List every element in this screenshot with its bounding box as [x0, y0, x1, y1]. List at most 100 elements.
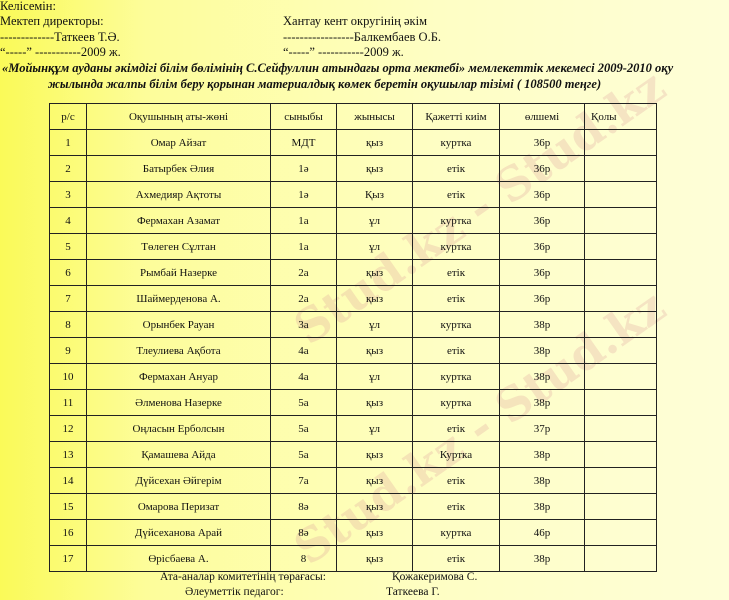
table-row: 10 Фермахан Ануар 4а ұл куртка 38р — [49, 363, 657, 390]
table-cell: Қыз — [336, 181, 413, 208]
column-header: Қажетті киім — [412, 103, 500, 130]
table-cell — [584, 285, 657, 312]
table-cell — [584, 441, 657, 468]
table-cell: 38р — [499, 363, 585, 390]
director-name: -------------Таткеев Т.Ә. — [0, 30, 120, 44]
table-cell: МДТ — [270, 129, 337, 156]
table-cell — [584, 363, 657, 390]
table-cell: 36р — [499, 129, 585, 156]
table-cell: 8ә — [270, 493, 337, 520]
table-cell: 36р — [499, 259, 585, 286]
table-cell: 36р — [499, 207, 585, 234]
column-header: сыныбы — [270, 103, 337, 130]
table-row: 16 Дүйсеханова Арай 8ә қыз куртка 46р — [49, 519, 657, 546]
table-row: 3 Ахмедияр Ақтоты 1ә Қыз етік 36р — [49, 181, 657, 208]
table-cell: 13 — [49, 441, 87, 468]
column-header: Қолы — [584, 103, 657, 130]
table-cell: 38р — [499, 545, 585, 572]
table-cell: ұл — [336, 363, 413, 390]
table-cell: 12 — [49, 415, 87, 442]
director-role: Мектеп директоры: — [0, 14, 104, 28]
table-row: 11 Әлменова Назерке 5а қыз куртка 38р — [49, 389, 657, 416]
table-cell — [584, 181, 657, 208]
table-cell — [584, 493, 657, 520]
table-cell: 46р — [499, 519, 585, 546]
table-cell: 3а — [270, 311, 337, 338]
table-cell: қыз — [336, 155, 413, 182]
table-cell: 4а — [270, 363, 337, 390]
table-cell: куртка — [412, 233, 500, 260]
table-cell: 36р — [499, 155, 585, 182]
table-row: 8 Орынбек Рауан 3а ұл куртка 38р — [49, 311, 657, 338]
table-cell: етік — [412, 259, 500, 286]
table-cell: 17 — [49, 545, 87, 572]
table-cell: куртка — [412, 207, 500, 234]
table-cell: Фермахан Ануар — [86, 363, 271, 390]
table-cell: 3 — [49, 181, 87, 208]
table-cell: 2а — [270, 285, 337, 312]
akim-date: “-----” -----------2009 ж. — [283, 45, 404, 59]
column-header: жынысы — [336, 103, 413, 130]
table-cell: қыз — [336, 467, 413, 494]
table-cell: етік — [412, 181, 500, 208]
table-row: 13 Қамашева Айда 5а қыз Куртка 38р — [49, 441, 657, 468]
table-cell: 8 — [49, 311, 87, 338]
akim-role: Хантау кент округінің әкім — [283, 14, 427, 28]
table-cell: куртка — [412, 363, 500, 390]
table-row: 9 Тлеулиева Ақбота 4а қыз етік 38р — [49, 337, 657, 364]
table-cell: Рымбай Назерке — [86, 259, 271, 286]
students-table: р/с Оқушының аты-жөні сыныбы жынысы Қажетті … — [49, 103, 657, 572]
doc-title-line1: «Мойынқұм ауданы әкімдігі білім бөліміні… — [2, 61, 674, 75]
table-cell: 8 — [270, 545, 337, 572]
table-cell: Шаймерденова А. — [86, 285, 271, 312]
column-header: р/с — [49, 103, 87, 130]
table-cell — [584, 389, 657, 416]
table-cell: 4 — [49, 207, 87, 234]
table-cell: Дүйсеханова Арай — [86, 519, 271, 546]
table-cell: куртка — [412, 129, 500, 156]
table-cell — [584, 337, 657, 364]
table-cell: етік — [412, 285, 500, 312]
table-cell: 7 — [49, 285, 87, 312]
table-cell: 38р — [499, 389, 585, 416]
table-cell: 2 — [49, 155, 87, 182]
table-cell: 37р — [499, 415, 585, 442]
table-cell: 1а — [270, 207, 337, 234]
social-pedagogue-role: Әлеуметтік педагог: — [185, 586, 284, 598]
table-cell — [584, 129, 657, 156]
table-cell: ұл — [336, 415, 413, 442]
table-cell — [584, 519, 657, 546]
table-cell: 11 — [49, 389, 87, 416]
table-cell: етік — [412, 467, 500, 494]
parents-committee-name: Қожакеримова С. — [392, 571, 478, 583]
doc-title-line2: жылында жалпы білім беру қорынан материа… — [48, 77, 602, 91]
table-cell — [584, 155, 657, 182]
table-cell — [584, 415, 657, 442]
table-cell: қыз — [336, 545, 413, 572]
table-cell: қыз — [336, 519, 413, 546]
table-cell: Куртка — [412, 441, 500, 468]
social-pedagogue-name: Таткеева Г. — [386, 586, 440, 598]
table-row: 15 Омарова Перизат 8ә қыз етік 38р — [49, 493, 657, 520]
table-cell: қыз — [336, 259, 413, 286]
column-header: Оқушының аты-жөні — [86, 103, 271, 130]
table-cell — [584, 311, 657, 338]
table-cell: 14 — [49, 467, 87, 494]
table-cell: 38р — [499, 337, 585, 364]
table-cell: Оңласын Ерболсын — [86, 415, 271, 442]
table-cell: 2а — [270, 259, 337, 286]
table-cell: етік — [412, 155, 500, 182]
table-cell: қыз — [336, 337, 413, 364]
column-header: өлшемі — [499, 103, 585, 130]
table-cell: 36р — [499, 181, 585, 208]
table-cell: етік — [412, 493, 500, 520]
table-cell — [584, 207, 657, 234]
table-cell: қыз — [336, 389, 413, 416]
table-cell: куртка — [412, 389, 500, 416]
table-cell: 38р — [499, 311, 585, 338]
table-cell: 36р — [499, 285, 585, 312]
table-cell: Ахмедияр Ақтоты — [86, 181, 271, 208]
table-row: 7 Шаймерденова А. 2а қыз етік 36р — [49, 285, 657, 312]
table-cell: 15 — [49, 493, 87, 520]
table-cell: қыз — [336, 285, 413, 312]
